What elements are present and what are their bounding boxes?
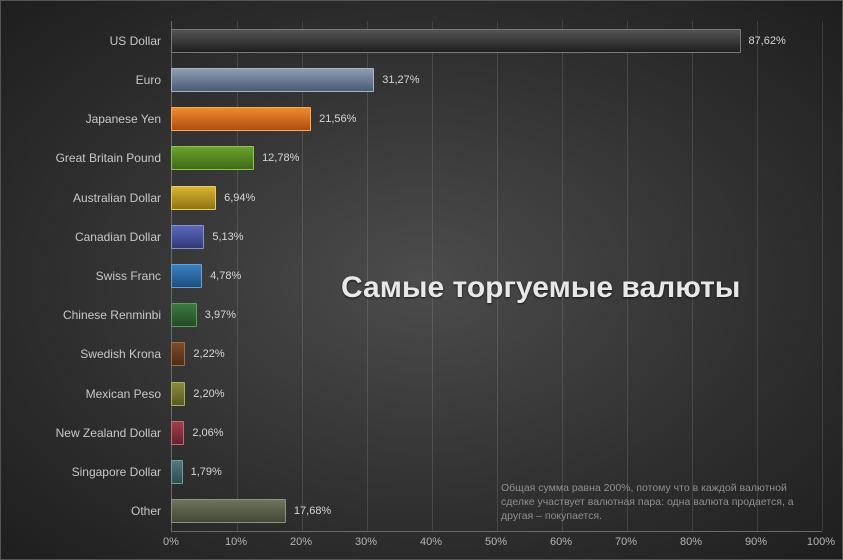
bar [171, 382, 185, 406]
x-tick-label: 40% [411, 536, 451, 548]
bar [171, 264, 202, 288]
bar-row: US Dollar 87,62% [1, 21, 842, 60]
x-tick-label: 80% [671, 536, 711, 548]
bar-row: Australian Dollar 6,94% [1, 178, 842, 217]
category-label: New Zealand Dollar [1, 426, 161, 440]
bar-row: Canadian Dollar 5,13% [1, 217, 842, 256]
chart-footnote: Общая сумма равна 200%, потому что в каж… [501, 481, 811, 524]
category-label: Japanese Yen [1, 112, 161, 126]
value-label: 1,79% [191, 466, 222, 478]
bar [171, 68, 374, 92]
value-label: 31,27% [382, 74, 419, 86]
value-label: 17,68% [294, 505, 331, 517]
value-label: 12,78% [262, 152, 299, 164]
bar [171, 186, 216, 210]
value-label: 87,62% [749, 35, 786, 47]
bar-row: Great Britain Pound 12,78% [1, 139, 842, 178]
x-tick-label: 20% [281, 536, 321, 548]
category-label: Great Britain Pound [1, 151, 161, 165]
value-label: 6,94% [224, 192, 255, 204]
bar [171, 499, 286, 523]
value-label: 2,20% [193, 388, 224, 400]
category-label: Swedish Krona [1, 347, 161, 361]
value-label: 2,06% [192, 427, 223, 439]
x-tick-label: 100% [801, 536, 841, 548]
bar [171, 146, 254, 170]
bar [171, 29, 741, 53]
x-tick-label: 70% [606, 536, 646, 548]
bar [171, 342, 185, 366]
x-tick-label: 50% [476, 536, 516, 548]
category-label: Mexican Peso [1, 387, 161, 401]
category-label: Other [1, 504, 161, 518]
value-label: 3,97% [205, 309, 236, 321]
bar-row: Euro 31,27% [1, 60, 842, 99]
bar [171, 107, 311, 131]
x-tick-label: 90% [736, 536, 776, 548]
category-label: Singapore Dollar [1, 465, 161, 479]
category-label: Australian Dollar [1, 191, 161, 205]
category-label: Canadian Dollar [1, 230, 161, 244]
bar [171, 421, 184, 445]
bar-row: Swedish Krona 2,22% [1, 335, 842, 374]
bar-row: New Zealand Dollar 2,06% [1, 413, 842, 452]
bar-row: Japanese Yen 21,56% [1, 99, 842, 138]
bar [171, 460, 183, 484]
value-label: 5,13% [212, 231, 243, 243]
bar [171, 225, 204, 249]
x-tick-label: 0% [151, 536, 191, 548]
x-tick-label: 60% [541, 536, 581, 548]
category-label: Swiss Franc [1, 269, 161, 283]
category-label: Euro [1, 73, 161, 87]
currency-chart: 0% 10% 20% 30% 40% 50% 60% 70% 80% 90% 100% US Dol… [0, 0, 843, 560]
category-label: US Dollar [1, 34, 161, 48]
category-label: Chinese Renminbi [1, 308, 161, 322]
bar [171, 303, 197, 327]
value-label: 2,22% [193, 348, 224, 360]
value-label: 21,56% [319, 113, 356, 125]
x-tick-label: 30% [346, 536, 386, 548]
bar-row: Mexican Peso 2,20% [1, 374, 842, 413]
chart-title: Самые торгуемые валюты [341, 271, 740, 305]
x-tick-label: 10% [216, 536, 256, 548]
value-label: 4,78% [210, 270, 241, 282]
